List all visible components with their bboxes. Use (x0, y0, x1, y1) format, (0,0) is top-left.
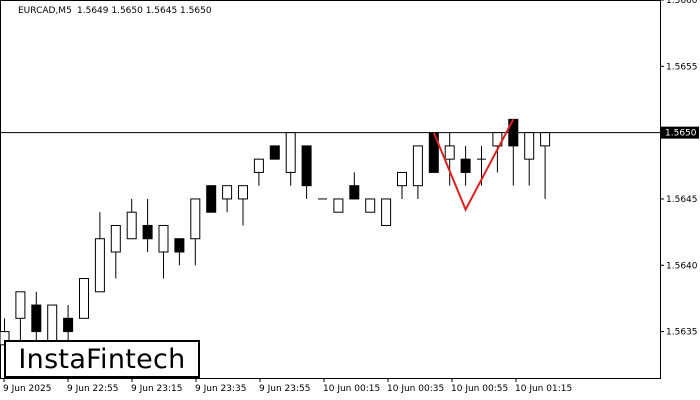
candles-layer (0, 118, 551, 359)
candle (381, 198, 392, 226)
time-tick-label: 10 Jun 01:15 (515, 384, 572, 394)
candle-body (222, 185, 233, 200)
candle-body (15, 291, 26, 319)
candle (126, 198, 137, 240)
time-tick-label: 9 Jun 23:15 (131, 384, 182, 394)
candle (333, 198, 344, 213)
candle-body (190, 198, 201, 240)
time-tick-label: 10 Jun 00:35 (387, 384, 444, 394)
candle (174, 238, 185, 266)
symbol-label: EURCAD,M5 (18, 6, 72, 16)
candle (79, 278, 89, 319)
candle-body (269, 145, 280, 160)
candle (397, 171, 407, 199)
pattern-layer (432, 118, 515, 212)
candle (444, 132, 455, 186)
candle-body (253, 158, 264, 173)
candle (190, 198, 201, 266)
candle (540, 132, 551, 199)
candle (238, 185, 248, 226)
candle (269, 145, 280, 160)
candle-body (142, 224, 153, 240)
candle-body (47, 304, 58, 346)
instafintech-logo: InstaFintech (4, 340, 200, 378)
candle-body (349, 185, 360, 200)
candle (285, 132, 296, 186)
candle-body (444, 145, 455, 160)
candle-body (63, 317, 74, 333)
candle-body (31, 304, 42, 333)
candle (206, 185, 217, 213)
candle (110, 224, 121, 279)
logo-text: InstaFintech (18, 343, 186, 375)
candle (222, 185, 233, 213)
plot-frame (0, 0, 661, 379)
candle (158, 224, 169, 279)
candle (94, 212, 105, 293)
candle (349, 172, 360, 200)
time-tick-label: 10 Jun 00:55 (451, 384, 508, 394)
current-price-box (661, 126, 699, 139)
candle (365, 198, 376, 213)
candle-body (524, 132, 535, 160)
price-tick-label: 1.5645 (666, 195, 698, 205)
time-tick-label: 9 Jun 23:55 (259, 384, 310, 394)
candle-body (333, 198, 344, 213)
candle-body (397, 171, 407, 187)
price-axis: 1.5660 1.5655 1.5645 1.5640 1.5635 1.5650 (660, 0, 699, 338)
candle-body (365, 198, 376, 213)
candle-body (460, 158, 471, 173)
candle-body (412, 145, 423, 187)
ohlc-readout: 1.5649 1.5650 1.5645 1.5650 (77, 6, 212, 16)
candle-body (285, 132, 296, 173)
time-axis: 9 Jun 2025 9 Jun 22:55 9 Jun 23:15 9 Jun 23… (3, 378, 572, 394)
candle-body (94, 238, 105, 293)
candle-body (110, 224, 121, 253)
candle-body (126, 211, 137, 240)
time-tick-label: 9 Jun 2025 (3, 384, 51, 394)
price-tick-label: 1.5660 (666, 0, 698, 6)
candle-body (206, 185, 217, 213)
candle (524, 132, 535, 186)
candle-body (301, 145, 312, 187)
candle-body (174, 238, 185, 253)
time-tick-label: 10 Jun 00:15 (323, 384, 380, 394)
candle (142, 198, 153, 252)
candle (253, 158, 264, 186)
price-tick-label: 1.5635 (666, 328, 698, 338)
candle-body (79, 278, 89, 319)
candle-body (238, 185, 248, 200)
price-tick-label: 1.5640 (666, 261, 698, 271)
candle-body (540, 132, 551, 147)
current-price-label: 1.5650 (665, 129, 697, 139)
candle-body (381, 198, 392, 226)
price-tick-label: 1.5655 (666, 62, 698, 72)
candle (460, 145, 471, 186)
candle-body (158, 224, 169, 253)
time-tick-label: 9 Jun 22:55 (67, 384, 118, 394)
candle (301, 145, 312, 199)
candle (412, 145, 423, 199)
time-tick-label: 9 Jun 23:35 (195, 384, 246, 394)
candle (31, 291, 42, 345)
pattern-line (432, 118, 515, 212)
